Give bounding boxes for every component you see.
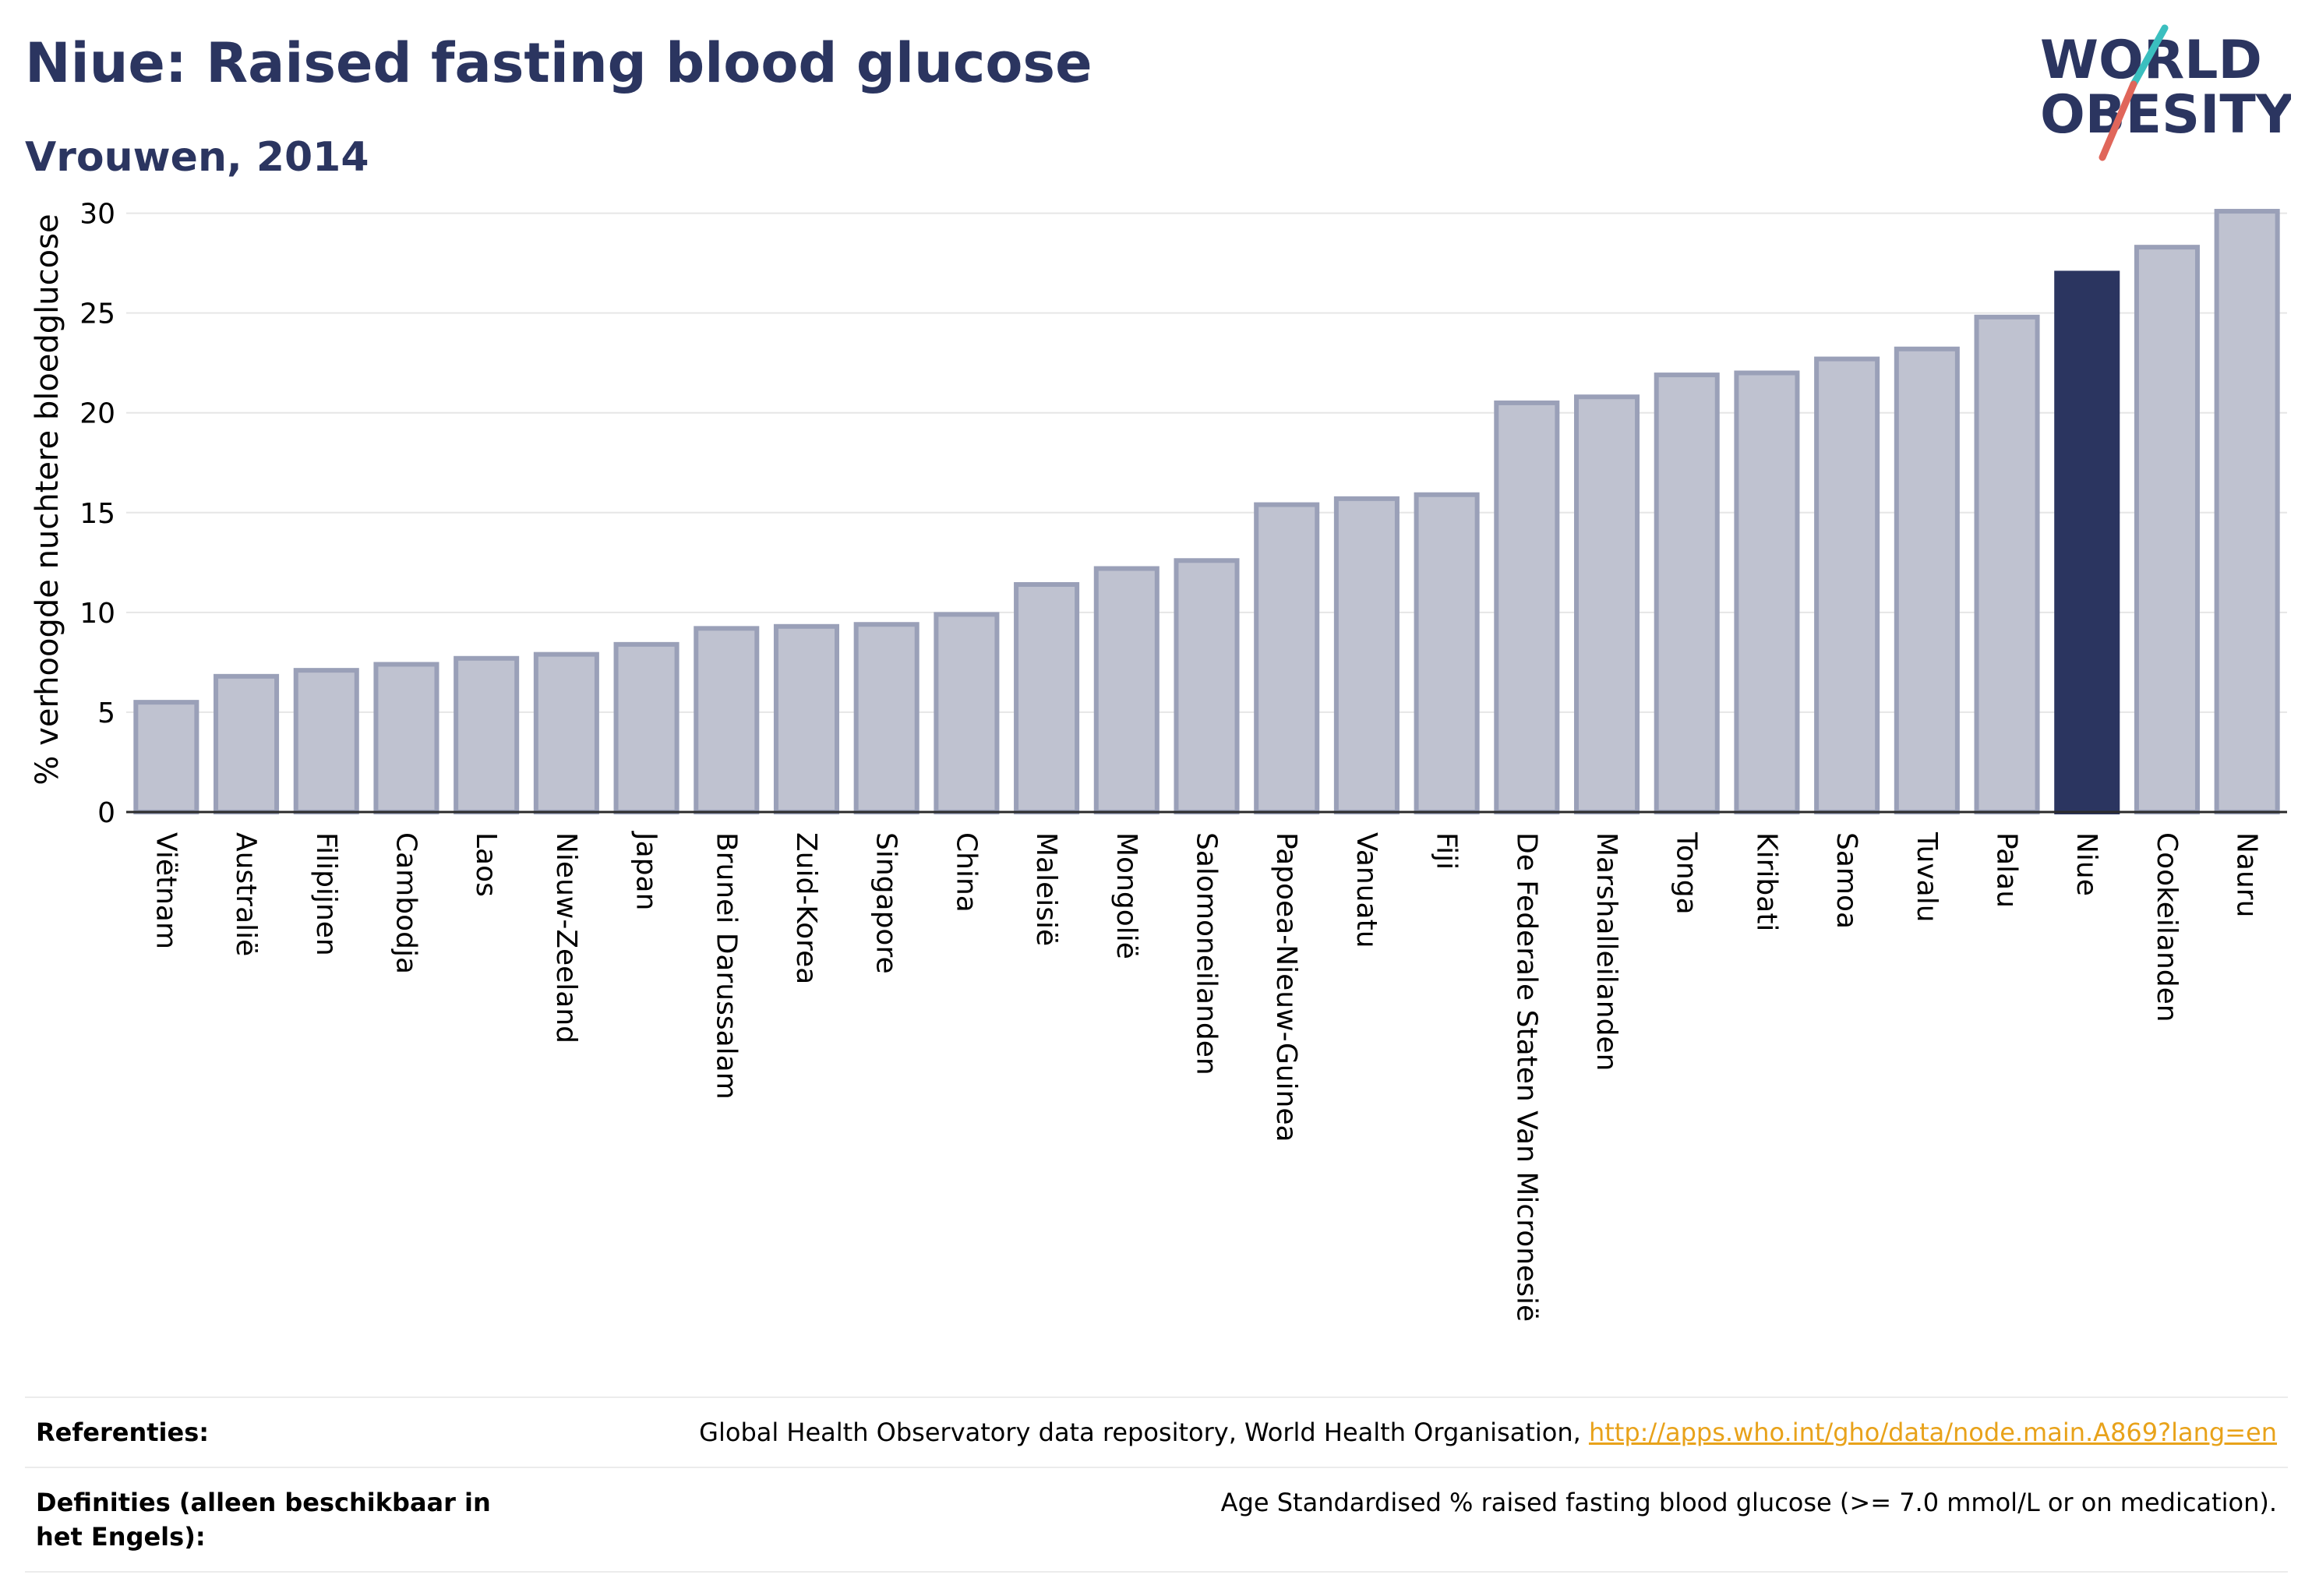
bar-maleisi- xyxy=(1014,582,1080,814)
x-tick-label: Viëtnam xyxy=(150,832,182,949)
bar-tuvalu xyxy=(1894,346,1960,814)
x-tick-label: Samoa xyxy=(1830,832,1862,929)
x-tick-label: Palau xyxy=(1991,832,2023,908)
bar-salomoneilanden xyxy=(1174,558,1240,814)
bar-de-federale-staten-van-micronesi- xyxy=(1494,400,1560,814)
bar-vanuatu xyxy=(1333,496,1400,815)
bar-kiribati xyxy=(1734,370,1800,815)
bar-vi-tnam xyxy=(133,700,199,814)
x-tick-label: Niue xyxy=(2070,832,2102,896)
bar-china xyxy=(934,612,1000,814)
bars xyxy=(133,209,2280,815)
x-tick-label: Cookeilanden xyxy=(2151,832,2183,1022)
x-tick-label: Fiji xyxy=(1431,832,1463,870)
x-tick-label: Kiribati xyxy=(1750,832,1782,931)
bar-samoa xyxy=(1814,356,1880,814)
y-tick-label: 20 xyxy=(79,398,115,430)
definitions-value: Age Standardised % raised fasting blood … xyxy=(1220,1488,2277,1517)
bar-tonga xyxy=(1654,373,1720,815)
bar-nauru xyxy=(2214,209,2280,814)
bar-mongoli- xyxy=(1093,566,1160,814)
y-axis-title: % verhoogde nuchtere bloedglucose xyxy=(30,214,65,785)
x-tick-label: De Federale Staten Van Micronesië xyxy=(1510,832,1542,1322)
x-tick-label: Laos xyxy=(470,832,502,897)
references-row: Referenties: Global Health Observatory d… xyxy=(25,1396,2288,1467)
logo-slash-teal xyxy=(2130,24,2169,88)
x-tick-label: Nauru xyxy=(2231,832,2263,917)
bar-cookeilanden xyxy=(2134,245,2200,814)
y-tick-label: 15 xyxy=(79,498,115,530)
x-tick-label: Singapore xyxy=(870,832,902,974)
chart-subtitle: Vrouwen, 2014 xyxy=(25,134,369,181)
logo-line1: WORLD xyxy=(2040,30,2262,91)
x-tick-label: Australië xyxy=(230,832,262,956)
logo-line2: OBESITY xyxy=(2040,84,2291,146)
y-tick-label: 0 xyxy=(97,797,115,829)
world-obesity-logo: WORLD OBESITY xyxy=(2040,24,2291,161)
bar-australi- xyxy=(214,673,280,815)
definitions-label: Definities (alleen beschikbaar in het En… xyxy=(36,1488,491,1552)
y-tick-label: 30 xyxy=(79,199,115,231)
y-tick-label: 5 xyxy=(97,697,115,729)
bar-zuid-korea xyxy=(773,623,840,814)
references-text: Global Health Observatory data repositor… xyxy=(699,1418,1589,1447)
x-tick-label: Papoea-Nieuw-Guinea xyxy=(1270,832,1302,1142)
x-tick-label: Mongolië xyxy=(1110,832,1142,959)
x-tick-label: Filipijnen xyxy=(310,832,342,956)
x-tick-label: Marshalleilanden xyxy=(1590,832,1622,1071)
bar-fiji xyxy=(1414,492,1480,814)
bar-laos xyxy=(454,655,520,814)
x-tick-label: Japan xyxy=(630,831,662,910)
x-tick-label: Salomoneilanden xyxy=(1191,832,1223,1075)
x-tick-label: Brunei Darussalam xyxy=(710,832,742,1100)
references-label: Referenties: xyxy=(36,1418,210,1447)
x-tick-label: Zuid-Korea xyxy=(790,832,822,984)
chart-title: Niue: Raised fasting blood glucose xyxy=(25,31,1092,95)
references-table: Referenties: Global Health Observatory d… xyxy=(25,1396,2288,1573)
bar-filipijnen xyxy=(293,668,359,814)
bar-palau xyxy=(1974,314,2040,814)
bar-marshalleilanden xyxy=(1573,394,1640,815)
x-tick-label: Maleisië xyxy=(1030,832,1062,946)
x-tick-label: Tuvalu xyxy=(1911,832,1943,923)
logo-slash-red xyxy=(2099,80,2137,161)
bar-brunei-darussalam xyxy=(694,626,760,814)
bar-papoea-nieuw-guinea xyxy=(1254,502,1320,814)
x-tick-label: Tonga xyxy=(1671,832,1703,915)
bar-japan xyxy=(613,641,679,815)
bar-niue xyxy=(2054,270,2120,814)
x-tick-label: Cambodja xyxy=(390,832,422,974)
references-link[interactable]: http://apps.who.int/gho/data/node.main.A… xyxy=(1588,1418,2277,1447)
x-axis-labels: Viëtnam Australië Filipijnen Cambodja Laos Ni… xyxy=(150,831,2262,1322)
bar-chart: 0 5 10 15 20 25 30 Viëtnam Australië Filipijnen C… xyxy=(30,199,2287,1322)
x-tick-label: Vanuatu xyxy=(1350,832,1382,948)
y-tick-label: 25 xyxy=(79,298,115,330)
bar-cambodja xyxy=(373,662,439,815)
definitions-row: Definities (alleen beschikbaar in het En… xyxy=(25,1467,2288,1573)
bar-singapore xyxy=(853,622,920,814)
x-tick-label: China xyxy=(950,832,982,913)
x-tick-label: Nieuw-Zeeland xyxy=(550,832,582,1043)
references-value: Global Health Observatory data repositor… xyxy=(699,1415,2277,1449)
y-tick-label: 10 xyxy=(79,598,115,630)
y-axis-ticks: 0 5 10 15 20 25 30 xyxy=(79,199,115,829)
bar-nieuw-zeeland xyxy=(533,651,599,815)
